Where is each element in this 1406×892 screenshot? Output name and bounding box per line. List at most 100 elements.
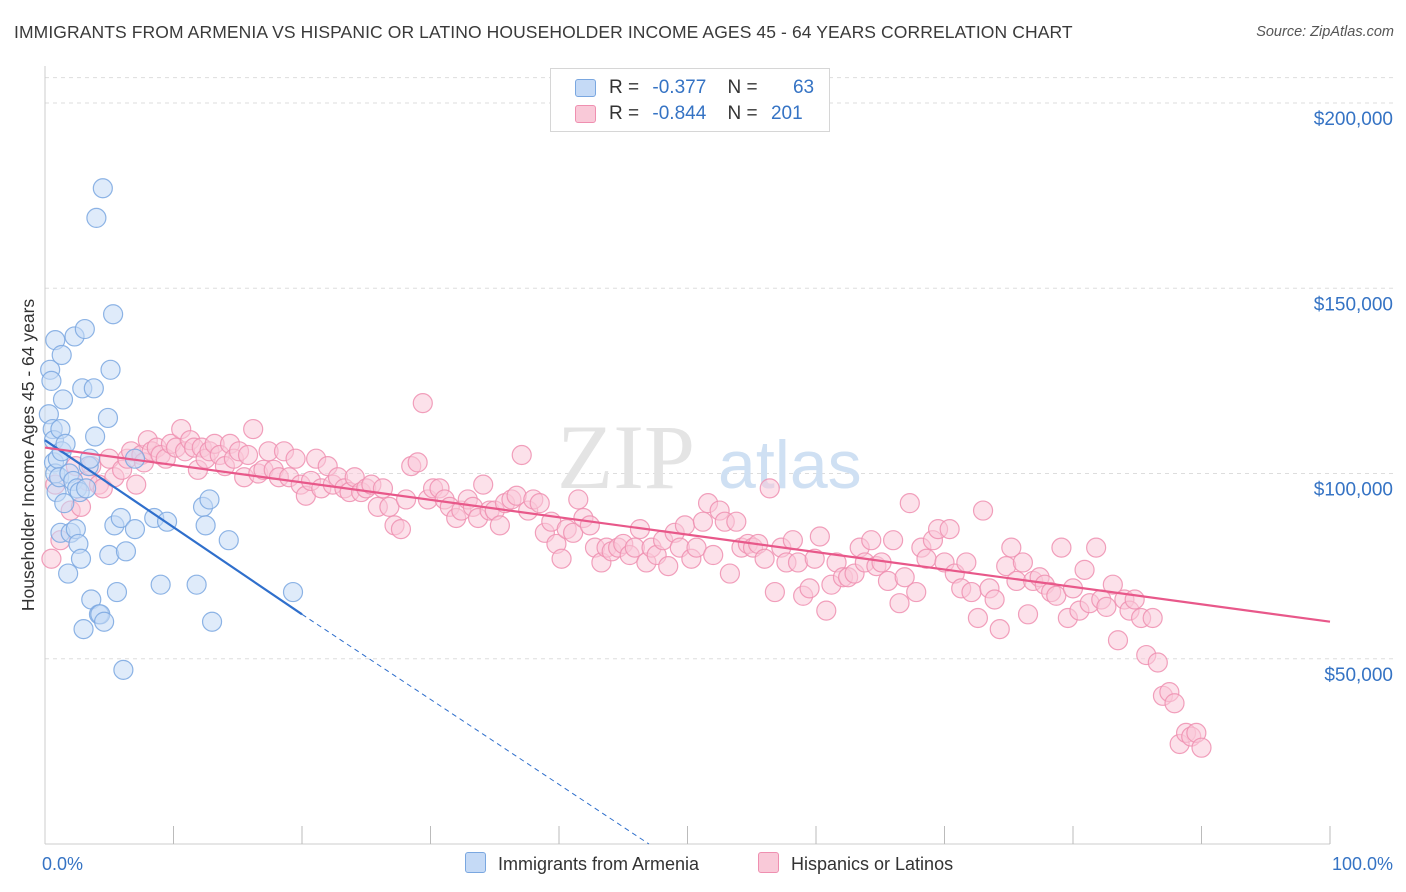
hispanics-point-156 bbox=[882, 530, 904, 551]
hispanics-point-206 bbox=[1164, 693, 1185, 714]
hispanics-point-121 bbox=[686, 537, 707, 558]
armenia-point-61 bbox=[218, 530, 239, 551]
chart-title: IMMIGRANTS FROM ARMENIA VS HISPANIC OR L… bbox=[14, 22, 1073, 42]
hispanics-point-195 bbox=[1102, 574, 1123, 595]
hispanics-point-166 bbox=[939, 518, 960, 540]
armenia-point-56 bbox=[186, 574, 207, 595]
armenia-point-58 bbox=[195, 515, 216, 536]
hispanics-point-199 bbox=[1124, 589, 1145, 610]
hispanics-point-143 bbox=[809, 526, 830, 547]
hispanics-point-72 bbox=[412, 393, 433, 414]
hispanics-point-170 bbox=[961, 581, 982, 603]
armenia-point-27 bbox=[70, 548, 92, 569]
y-axis-label: Householder Income Ages 45 - 64 years bbox=[18, 299, 38, 612]
armenia-point-60 bbox=[201, 611, 223, 632]
hispanics-point-122 bbox=[692, 511, 714, 532]
bottom-legend-label-hispanics: Hispanics or Latinos bbox=[791, 854, 954, 874]
legend-r-label: R = bbox=[609, 103, 640, 124]
hispanics-point-202 bbox=[1142, 607, 1163, 629]
armenia-point-31 bbox=[76, 478, 97, 499]
legend-n-value-armenia: 63 bbox=[792, 77, 815, 98]
armenia-point-36 bbox=[85, 426, 106, 447]
armenia-point-43 bbox=[99, 544, 120, 566]
series-armenia-points bbox=[38, 178, 304, 680]
watermark-atlas: atlas bbox=[718, 427, 862, 503]
bottom-legend-hispanics: Hispanics or Latinos bbox=[758, 852, 953, 875]
hispanics-point-127 bbox=[719, 563, 741, 584]
legend-n-value-hispanics: 201 bbox=[770, 103, 803, 124]
armenia-point-41 bbox=[94, 611, 115, 632]
bottom-legend-label-armenia: Immigrants from Armenia bbox=[498, 854, 700, 874]
hispanics-point-97 bbox=[551, 548, 572, 569]
hispanics-point-71 bbox=[407, 452, 428, 473]
source-credit: Source: ZipAtlas.com bbox=[1256, 24, 1394, 40]
legend-text-armenia: R = -0.377 N = 63 bbox=[609, 77, 814, 99]
hispanics-point-192 bbox=[1086, 537, 1107, 558]
hispanics-point-158 bbox=[894, 567, 915, 588]
hispanics-point-135 bbox=[764, 581, 785, 603]
bottom-legend-swatch-armenia bbox=[465, 852, 486, 873]
hispanics-point-49 bbox=[285, 448, 306, 469]
hispanics-point-15 bbox=[126, 474, 147, 495]
armenia-point-35 bbox=[83, 378, 104, 399]
hispanics-point-175 bbox=[989, 619, 1010, 640]
armenia-point-15 bbox=[54, 493, 75, 514]
hispanics-point-211 bbox=[1191, 737, 1212, 758]
armenia-point-50 bbox=[115, 541, 137, 562]
armenia-point-29 bbox=[73, 619, 94, 640]
hispanics-point-138 bbox=[782, 530, 803, 551]
hispanics-point-152 bbox=[861, 530, 882, 551]
hispanics-point-128 bbox=[726, 511, 747, 532]
y-tick-label-150000: $150,000 bbox=[1314, 294, 1393, 315]
bottom-legend-armenia: Immigrants from Armenia bbox=[465, 852, 699, 875]
hispanics-point-171 bbox=[967, 607, 989, 629]
hispanics-point-41 bbox=[243, 418, 264, 440]
hispanics-point-93 bbox=[529, 493, 550, 514]
y-tick-label-50000: $50,000 bbox=[1324, 665, 1393, 686]
hispanics-point-134 bbox=[759, 478, 780, 499]
armenia-point-30 bbox=[74, 318, 95, 340]
hispanics-point-40 bbox=[237, 444, 259, 466]
armenia-point-2 bbox=[41, 370, 62, 392]
armenia-point-13 bbox=[52, 389, 74, 410]
hispanics-point-119 bbox=[674, 515, 696, 536]
hispanics-point-174 bbox=[984, 589, 1005, 610]
armenia-point-42 bbox=[97, 407, 119, 429]
hispanics-point-68 bbox=[390, 518, 412, 540]
hispanics-point-180 bbox=[1017, 604, 1039, 625]
axes bbox=[44, 66, 1331, 845]
legend-r-label: R = bbox=[609, 77, 640, 98]
hispanics-point-196 bbox=[1107, 630, 1129, 651]
hispanics-point-177 bbox=[1001, 537, 1022, 558]
hispanics-point-69 bbox=[395, 489, 417, 510]
armenia-point-18 bbox=[58, 563, 79, 584]
x-tick-label-end: 100.0% bbox=[1332, 854, 1393, 874]
legend-n-label: N = bbox=[727, 77, 758, 98]
y-tick-label-100000: $100,000 bbox=[1314, 480, 1393, 501]
hispanics-point-155 bbox=[877, 570, 899, 592]
armenia-point-49 bbox=[113, 659, 134, 680]
axis-labels: $50,000 $100,000 $150,000 $200,000 0.0% 100.0… bbox=[18, 109, 1393, 874]
legend-swatch-hispanics bbox=[575, 105, 596, 123]
hispanics-point-139 bbox=[787, 552, 809, 573]
hispanics-point-186 bbox=[1051, 537, 1072, 558]
trend-extension-armenia bbox=[301, 613, 650, 845]
x-tick-label-start: 0.0% bbox=[42, 854, 83, 874]
hispanics-point-83 bbox=[473, 474, 494, 495]
hispanics-point-142 bbox=[804, 548, 825, 569]
armenia-point-62 bbox=[282, 581, 304, 603]
y-tick-label-200000: $200,000 bbox=[1314, 109, 1393, 130]
trend-line-hispanics bbox=[44, 446, 1331, 623]
hispanics-point-157 bbox=[889, 593, 910, 614]
hispanics-point-124 bbox=[703, 544, 724, 566]
hispanics-point-100 bbox=[568, 489, 589, 510]
hispanics-point-144 bbox=[816, 600, 837, 621]
hispanics-point-190 bbox=[1074, 559, 1095, 580]
armenia-point-44 bbox=[100, 359, 121, 380]
bottom-legend-swatch-hispanics bbox=[758, 852, 779, 873]
hispanics-point-172 bbox=[972, 500, 994, 521]
armenia-point-45 bbox=[103, 304, 124, 325]
armenia-point-12 bbox=[51, 344, 72, 366]
watermark: ZIP atlas bbox=[557, 406, 862, 508]
hispanics-point-86 bbox=[489, 515, 510, 536]
